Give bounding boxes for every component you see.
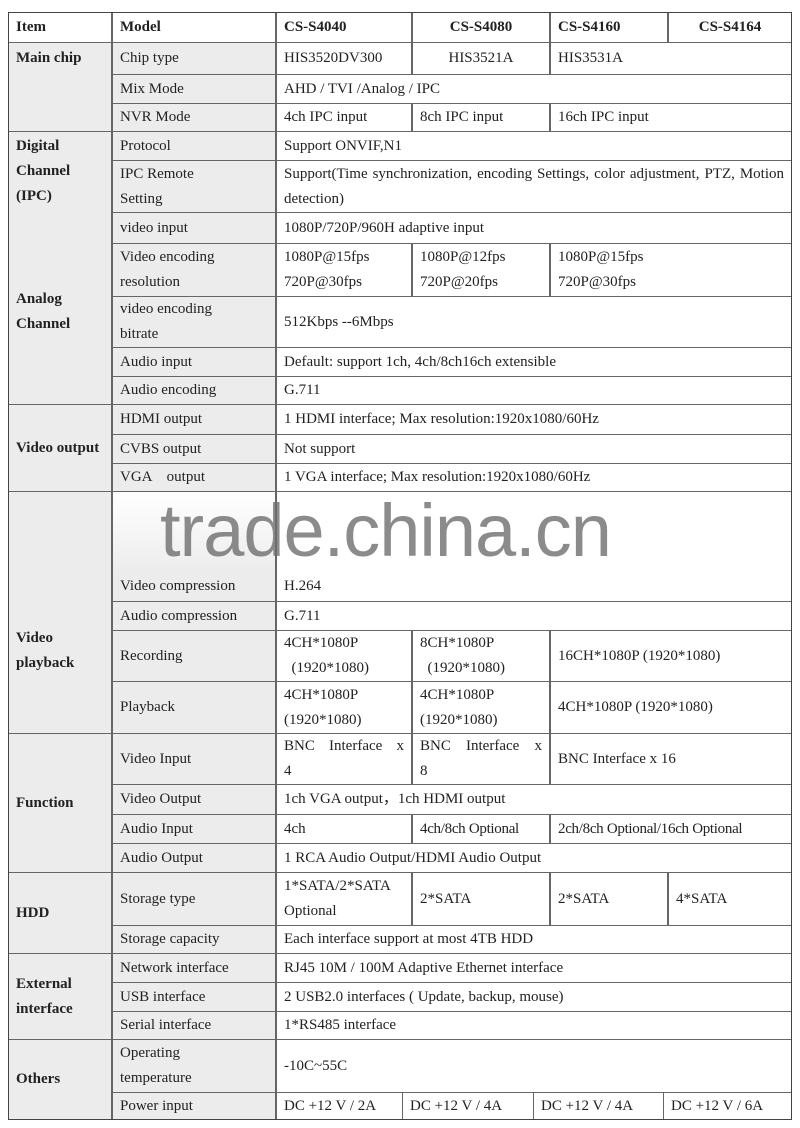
value-playback-1: 4CH*1080P (1920*1080) [276, 681, 412, 734]
value-enc-bitrate: 512Kbps --6Mbps [276, 296, 792, 348]
label-usb: USB interface [112, 982, 276, 1012]
label-fn-audio-output: Audio Output [112, 843, 276, 873]
value-nvr-1: 4ch IPC input [276, 103, 412, 132]
label-network: Network interface [112, 953, 276, 983]
value-storage-type-4: 4*SATA [668, 872, 792, 926]
value-enc-res-2: 1080P@12fps 720P@20fps [412, 243, 550, 297]
value-fn-video-input-1: BNC Interface x 4 [276, 733, 412, 785]
value-audio-input: Default: support 1ch, 4ch/8ch16ch extens… [276, 347, 792, 377]
header-model-3: CS-S4160 [550, 12, 668, 43]
label-fn-video-output: Video Output [112, 784, 276, 815]
header-model: Model [112, 12, 276, 43]
group-digital-analog: Digital Channel (IPC) Analog Channel [8, 131, 112, 405]
value-storage-type-2: 2*SATA [412, 872, 550, 926]
value-fn-audio-output: 1 RCA Audio Output/HDMI Audio Output [276, 843, 792, 873]
value-video-input: 1080P/720P/960H adaptive input [276, 212, 792, 244]
value-chip-2: HIS3521A [412, 42, 550, 75]
group-main-chip: Main chip [8, 42, 112, 132]
value-ipc-remote: Support(Time synchronization, encoding S… [276, 160, 792, 213]
value-power-3: DC +12 V / 4A [533, 1092, 664, 1120]
group-others: Others [8, 1039, 112, 1120]
label-fn-video-input: Video Input [112, 733, 276, 785]
value-storage-type-1: 1*SATA/2*SATA Optional [276, 872, 412, 926]
value-storage-type-3: 2*SATA [550, 872, 668, 926]
header-model-1: CS-S4040 [276, 12, 412, 43]
group-digital: Digital Channel (IPC) [16, 138, 71, 204]
value-nvr-2: 8ch IPC input [412, 103, 550, 132]
value-recording-1: 4CH*1080P (1920*1080) [276, 630, 412, 682]
group-hdd: HDD [8, 872, 112, 954]
label-fn-audio-input: Audio Input [112, 814, 276, 844]
label-enc-bitrate: video encoding bitrate [112, 296, 276, 348]
label-audio-input: Audio input [112, 347, 276, 377]
label-vga: VGA output [112, 463, 276, 492]
label-temp: Operating temperature [112, 1039, 276, 1093]
value-enc-res-3: 1080P@15fps 720P@30fps [550, 243, 792, 297]
value-fn-audio-input-3: 2ch/8ch Optional/16ch Optional [550, 814, 792, 844]
header-model-4: CS-S4164 [668, 12, 792, 43]
group-function: Function [8, 733, 112, 873]
label-ipc-remote: IPC Remote Setting [112, 160, 276, 213]
group-video-output: Video output [8, 404, 112, 492]
value-chip-3: HIS3531A [550, 42, 792, 75]
value-power-4: DC +12 V / 6A [663, 1092, 792, 1120]
label-video-input: video input [112, 212, 276, 244]
label-cvbs: CVBS output [112, 434, 276, 464]
value-usb: 2 USB2.0 interfaces ( Update, backup, mo… [276, 982, 792, 1012]
label-storage-type: Storage type [112, 872, 276, 926]
value-hdmi: 1 HDMI interface; Max resolution:1920x10… [276, 404, 792, 435]
value-storage-cap: Each interface support at most 4TB HDD [276, 925, 792, 954]
label-nvr-mode: NVR Mode [112, 103, 276, 132]
label-protocol: Protocol [112, 131, 276, 161]
value-network: RJ45 10M / 100M Adaptive Ethernet interf… [276, 953, 792, 983]
value-temp: -10C~55C [276, 1039, 792, 1093]
header-model-2: CS-S4080 [412, 12, 550, 43]
value-power-2: DC +12 V / 4A [402, 1092, 534, 1120]
label-hdmi: HDMI output [112, 404, 276, 435]
value-playback-2: 4CH*1080P (1920*1080) [412, 681, 550, 734]
value-fn-video-output: 1ch VGA output，1ch HDMI output [276, 784, 792, 815]
value-playback-3: 4CH*1080P (1920*1080) [550, 681, 792, 734]
label-storage-cap: Storage capacity [112, 925, 276, 954]
value-serial: 1*RS485 interface [276, 1011, 792, 1040]
value-fn-video-input-2: BNC Interface x 8 [412, 733, 550, 785]
value-nvr-3: 16ch IPC input [550, 103, 792, 132]
value-fn-video-input-3: BNC Interface x 16 [550, 733, 792, 785]
value-cvbs: Not support [276, 434, 792, 464]
group-video-playback: Video playback [8, 491, 112, 734]
label-power: Power input [112, 1092, 276, 1120]
value-audio-comp: G.711 [276, 601, 792, 631]
label-chip-type: Chip type [112, 42, 276, 75]
label-playback: Playback [112, 681, 276, 734]
value-video-comp: H.264 [276, 572, 792, 602]
value-enc-res-1: 1080P@15fps 720P@30fps [276, 243, 412, 297]
label-recording: Recording [112, 630, 276, 682]
value-recording-2: 8CH*1080P (1920*1080) [412, 630, 550, 682]
value-fn-audio-input-2: 4ch/8ch Optional [412, 814, 550, 844]
header-item: Item [8, 12, 112, 43]
value-protocol: Support ONVIF,N1 [276, 131, 792, 161]
label-video-comp: Video compression [112, 572, 276, 602]
blurred-value-cell [276, 491, 792, 573]
value-mix-mode: AHD / TVI /Analog / IPC [276, 74, 792, 104]
label-mix-mode: Mix Mode [112, 74, 276, 104]
label-enc-res: Video encoding resolution [112, 243, 276, 297]
value-audio-encoding: G.711 [276, 376, 792, 405]
label-audio-comp: Audio compression [112, 601, 276, 631]
value-power-1: DC +12 V / 2A [276, 1092, 403, 1120]
value-fn-audio-input-1: 4ch [276, 814, 412, 844]
label-serial: Serial interface [112, 1011, 276, 1040]
value-chip-1: HIS3520DV300 [276, 42, 412, 75]
group-analog: Analog Channel [16, 291, 71, 332]
label-audio-encoding: Audio encoding [112, 376, 276, 405]
value-vga: 1 VGA interface; Max resolution:1920x108… [276, 463, 792, 492]
blurred-label-cell [112, 491, 276, 573]
value-recording-3: 16CH*1080P (1920*1080) [550, 630, 792, 682]
group-external: External interface [8, 953, 112, 1040]
